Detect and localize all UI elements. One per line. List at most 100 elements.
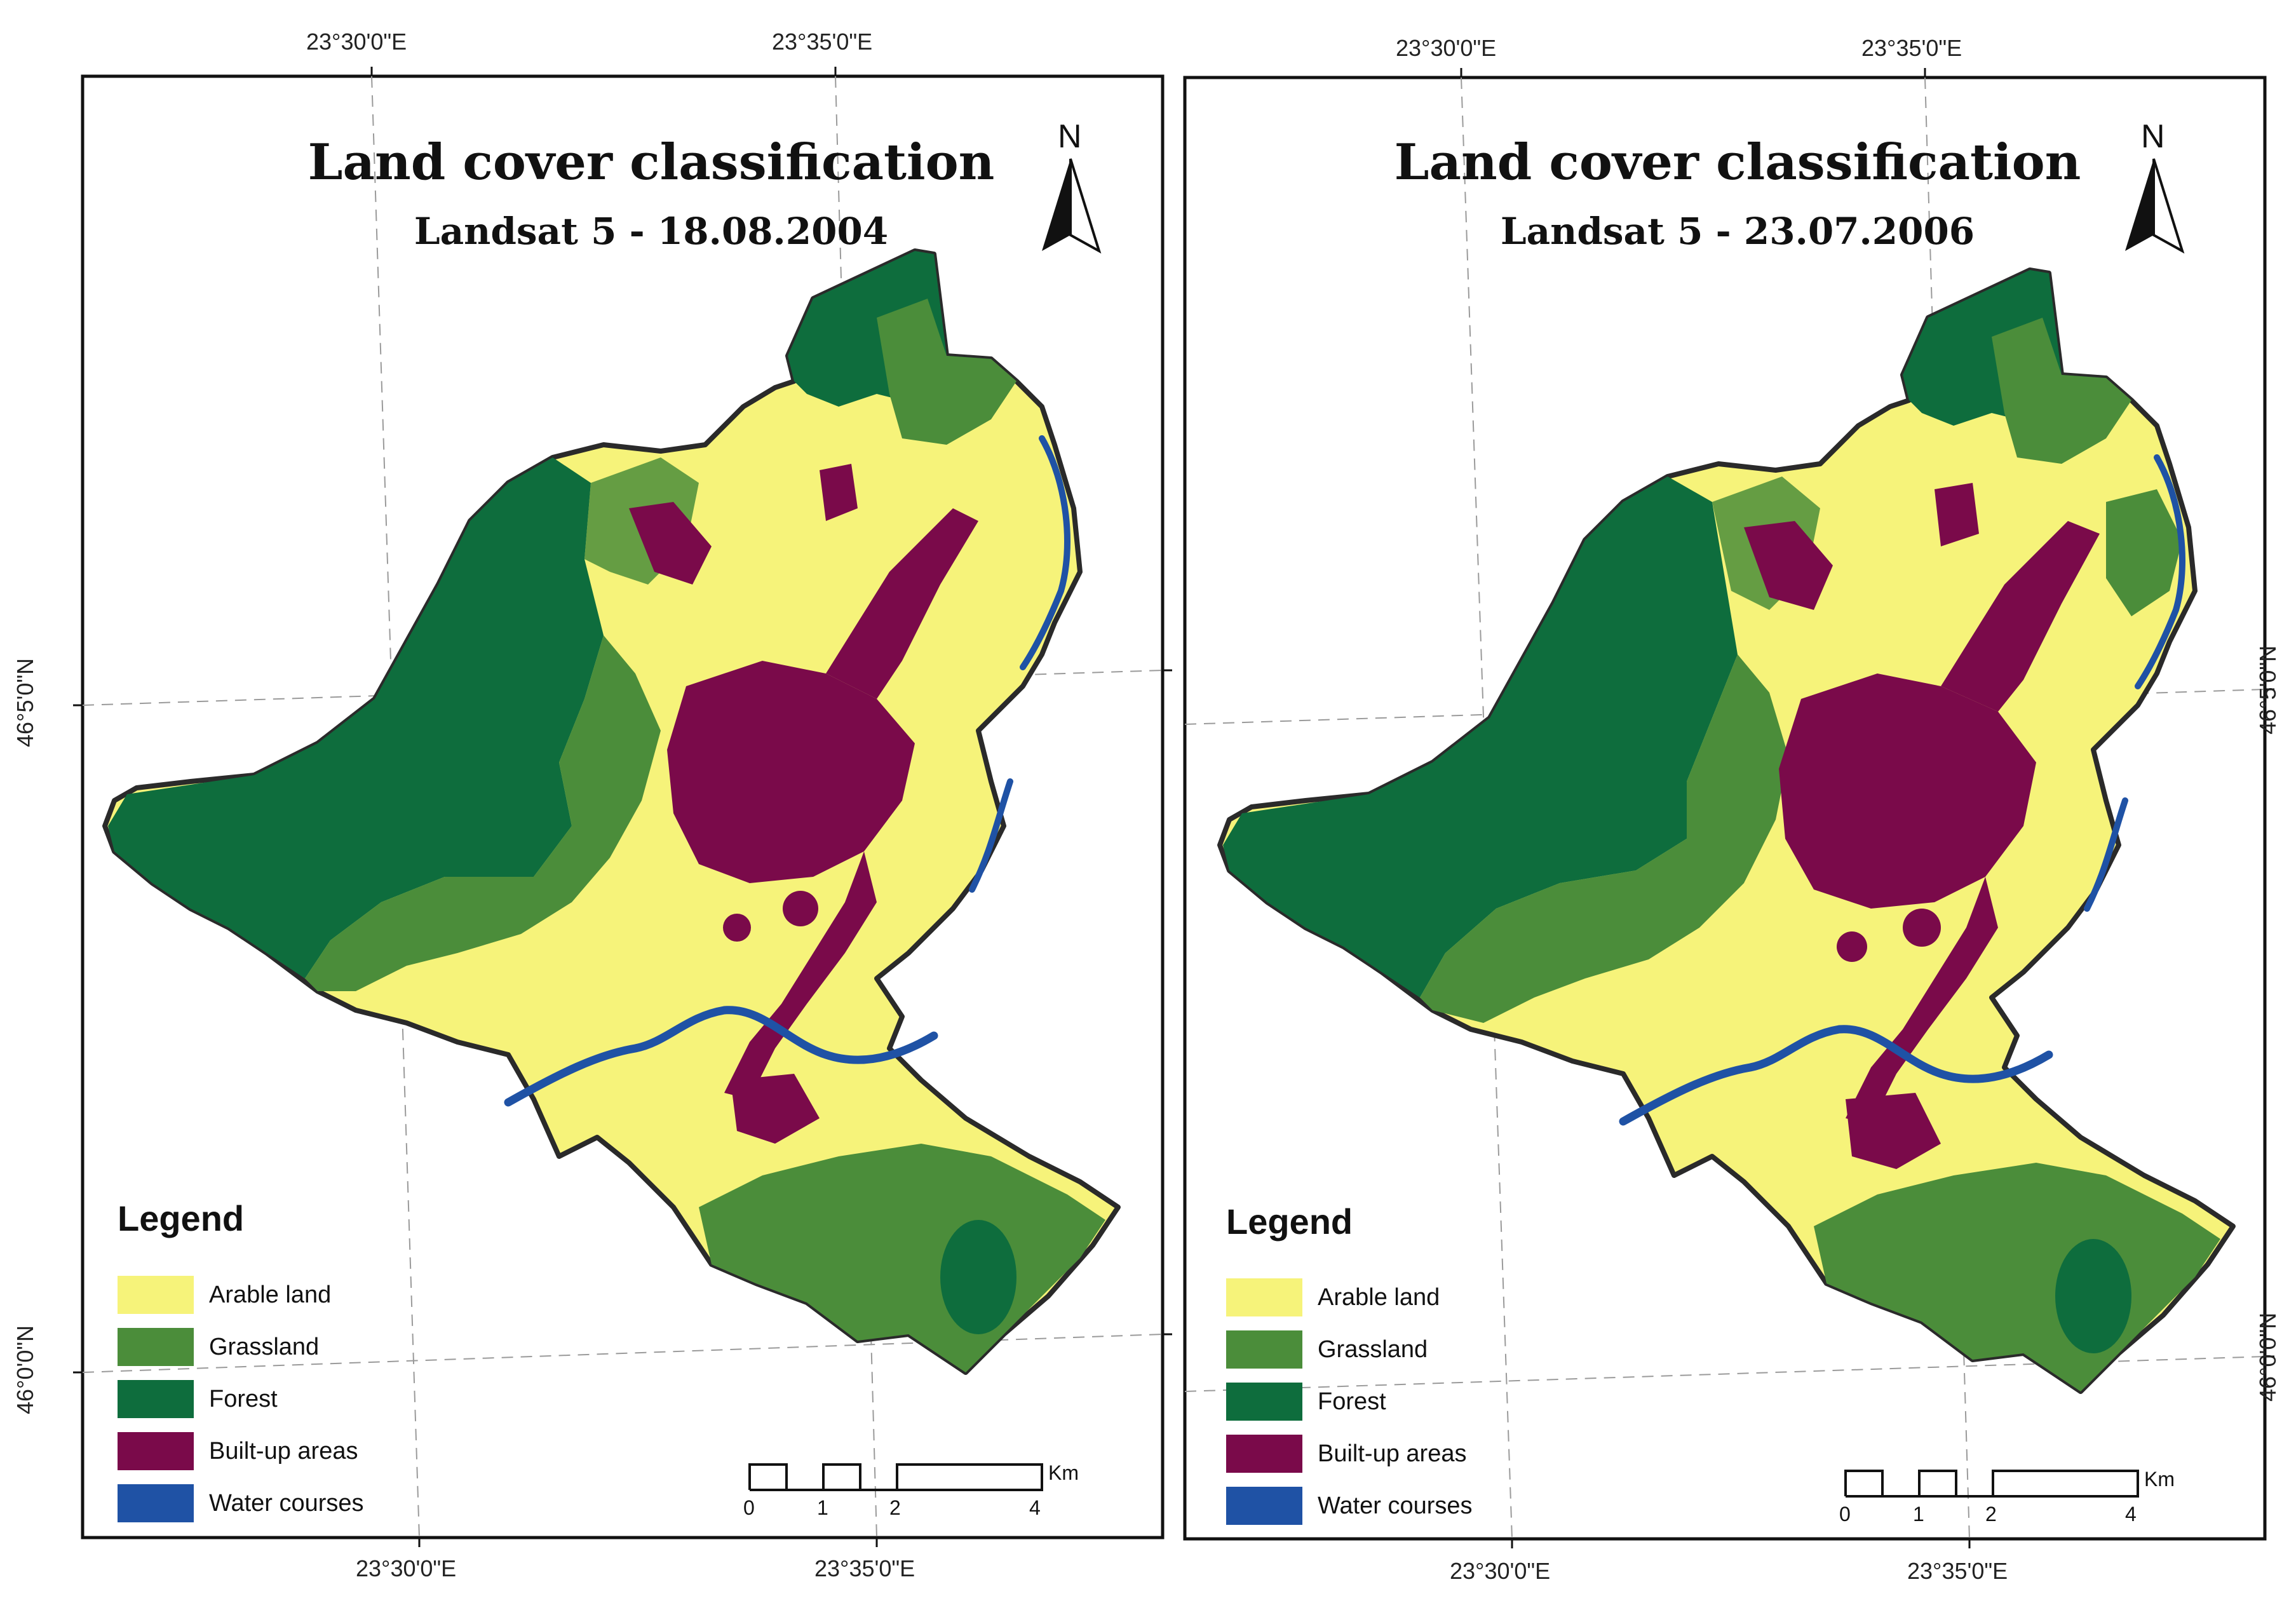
forest-south-patch xyxy=(940,1220,1016,1334)
forest-west xyxy=(1223,477,1738,998)
grassland-west xyxy=(1420,654,1788,1023)
legend-label: Arable land xyxy=(209,1281,332,1308)
scale-bar xyxy=(748,1463,1043,1491)
coord-side-lower: 46°0'0"N xyxy=(12,1325,38,1414)
water-east-river-2 xyxy=(2084,797,2128,912)
builtup-city-core xyxy=(667,661,915,883)
water-east-river xyxy=(1020,435,1070,670)
scale-unit: Km xyxy=(1048,1461,1079,1484)
map-panel-left: 23°30'0"E 23°35'0"E 23°30'0"E 23°35'0"E … xyxy=(12,29,1172,1581)
legend-item-arable: Arable land xyxy=(1226,1278,1440,1316)
coord-side-upper: 46°5'0"N xyxy=(2255,645,2281,734)
land-cover-map xyxy=(1217,267,2236,1394)
water-main-river xyxy=(1619,1025,2053,1126)
builtup-southern-strip xyxy=(724,851,877,1099)
legend-item-water: Water courses xyxy=(118,1484,364,1522)
water-east-river-2 xyxy=(969,778,1013,893)
legend-label: Water courses xyxy=(209,1489,364,1517)
legend-label: Arable land xyxy=(1318,1283,1440,1311)
builtup-patch xyxy=(723,914,751,942)
grassland-west xyxy=(305,635,661,991)
coord-side-upper: 46°5'0"N xyxy=(12,658,38,747)
map-canvas-left xyxy=(73,67,1172,1547)
coord-top-right: 23°35'0"E xyxy=(772,29,873,55)
legend-item-water: Water courses xyxy=(1226,1487,1473,1525)
legend-item-forest: Forest xyxy=(1226,1383,1386,1421)
legend-swatch xyxy=(118,1328,194,1366)
scale-label-0: 0 xyxy=(1839,1503,1851,1526)
builtup-patch xyxy=(783,891,818,926)
legend-item-builtup: Built-up areas xyxy=(1226,1435,1466,1473)
builtup-north-cluster xyxy=(629,502,712,585)
map-canvas-right xyxy=(1183,68,2274,1548)
builtup-south-cluster xyxy=(731,1074,820,1144)
builtup-north-cluster xyxy=(1744,521,1833,610)
coord-top-left: 23°30'0"E xyxy=(1396,35,1497,61)
builtup-corridor xyxy=(1941,521,2100,712)
legend-swatch xyxy=(1226,1487,1302,1525)
scale-label-2: 2 xyxy=(1985,1503,1997,1526)
legend-swatch xyxy=(118,1484,194,1522)
grassland-east xyxy=(2106,489,2182,616)
coord-top-left: 23°30'0"E xyxy=(306,29,407,55)
map-panel-right: 23°30'0"E 23°35'0"E 23°30'0"E 23°35'0"E … xyxy=(1182,0,2296,1617)
legend-label: Built-up areas xyxy=(209,1437,358,1465)
legend-swatch xyxy=(1226,1383,1302,1421)
grassland-north-lobe xyxy=(1992,318,2131,464)
legend-label: Built-up areas xyxy=(1318,1440,1467,1467)
scale-bar xyxy=(1844,1470,2139,1498)
scale-label-4: 4 xyxy=(1029,1496,1041,1519)
forest-west xyxy=(108,457,604,978)
map-subtitle: Landsat 5 - 18.08.2004 xyxy=(414,210,889,253)
legend-title: Legend xyxy=(118,1198,245,1238)
coord-top-right: 23°35'0"E xyxy=(1861,35,1962,61)
coord-bottom-right: 23°35'0"E xyxy=(814,1555,915,1581)
legend-label: Grassland xyxy=(1318,1336,1428,1363)
scale-label-1: 1 xyxy=(1913,1503,1924,1526)
north-label: N xyxy=(2141,118,2165,155)
legend-item-builtup: Built-up areas xyxy=(118,1432,358,1470)
legend-label: Forest xyxy=(1318,1388,1386,1415)
scale-label-4: 4 xyxy=(2125,1503,2137,1526)
map-title: Land cover classification xyxy=(307,133,995,191)
builtup-city-core xyxy=(1779,673,2036,909)
scale-label-1: 1 xyxy=(817,1496,828,1519)
north-label: N xyxy=(1058,118,1082,155)
builtup-south-cluster xyxy=(1846,1093,1941,1169)
scale-label-2: 2 xyxy=(889,1496,901,1519)
builtup-north-cluster-2 xyxy=(1935,483,1979,546)
legend-label: Forest xyxy=(209,1385,278,1412)
land-cover-map xyxy=(102,248,1121,1375)
legend-item-arable: Arable land xyxy=(118,1276,331,1314)
legend-swatch xyxy=(1226,1330,1302,1369)
grassland-north-lobe xyxy=(877,299,1016,445)
scale-unit: Km xyxy=(2144,1468,2175,1491)
legend-item-grassland: Grassland xyxy=(118,1328,319,1366)
legend-item-forest: Forest xyxy=(118,1380,278,1418)
coord-side-lower: 46°0'0"N xyxy=(2255,1312,2281,1402)
north-arrow-icon xyxy=(1042,158,1102,254)
legend-swatch xyxy=(118,1432,194,1470)
legend-title: Legend xyxy=(1226,1201,1353,1242)
scale-label-0: 0 xyxy=(743,1496,755,1519)
north-arrow-icon xyxy=(2125,158,2185,254)
water-east-river xyxy=(2135,454,2185,689)
legend-label: Grassland xyxy=(209,1333,320,1360)
map-title: Land cover classification xyxy=(1394,133,2081,191)
builtup-southern-strip xyxy=(1846,877,1998,1125)
water-main-river xyxy=(504,1006,938,1107)
builtup-patch xyxy=(1903,909,1941,947)
builtup-patch xyxy=(1837,931,1867,962)
coord-bottom-left: 23°30'0"E xyxy=(1450,1558,1551,1584)
coord-bottom-left: 23°30'0"E xyxy=(356,1555,457,1581)
legend-label: Water courses xyxy=(1318,1492,1473,1519)
builtup-north-cluster-2 xyxy=(820,464,858,521)
legend-swatch xyxy=(118,1276,194,1314)
legend-swatch xyxy=(1226,1435,1302,1473)
coord-bottom-right: 23°35'0"E xyxy=(1907,1558,2008,1584)
legend-item-grassland: Grassland xyxy=(1226,1330,1428,1369)
map-subtitle: Landsat 5 - 23.07.2006 xyxy=(1500,210,1975,253)
builtup-corridor xyxy=(826,508,978,699)
legend-swatch xyxy=(1226,1278,1302,1316)
legend-swatch xyxy=(118,1380,194,1418)
